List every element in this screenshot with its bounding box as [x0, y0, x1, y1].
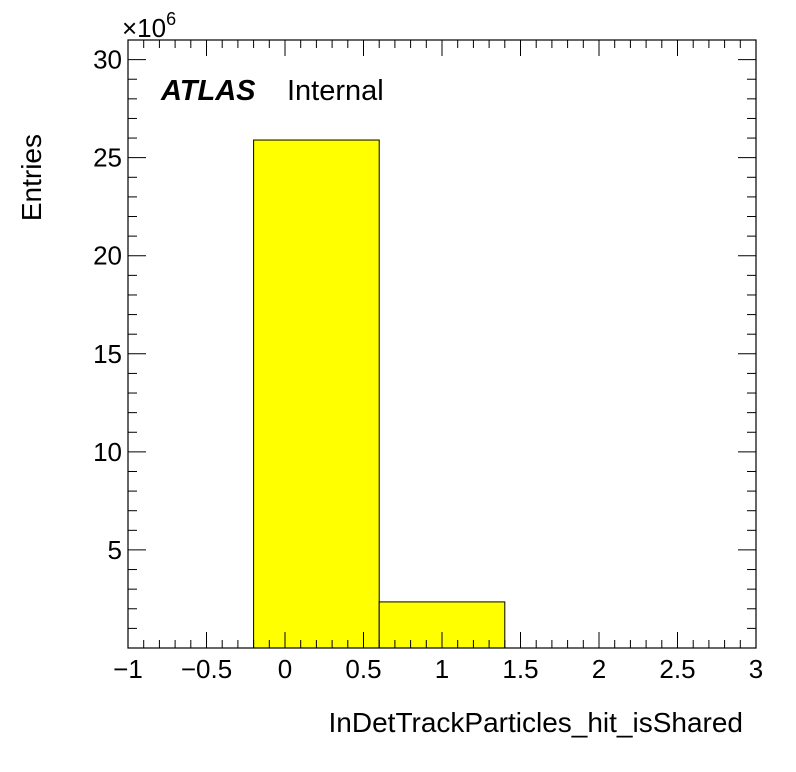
y-axis-title: Entries — [16, 134, 47, 221]
y-tick-label: 15 — [93, 339, 122, 369]
x-tick-label: 3 — [749, 654, 763, 684]
y-tick-label: 10 — [93, 437, 122, 467]
x-tick-label: −1 — [113, 654, 143, 684]
y-tick-label: 5 — [108, 535, 122, 565]
y-multiplier-base: ×10 — [122, 13, 166, 43]
y-tick-label: 25 — [93, 143, 122, 173]
y-multiplier: ×106 — [122, 9, 176, 43]
x-axis-title: InDetTrackParticles_hit_isShared — [329, 707, 743, 738]
histogram-bar-0 — [253, 139, 380, 649]
x-tick-label: 0.5 — [345, 654, 381, 684]
x-tick-label: 1.5 — [502, 654, 538, 684]
y-tick-label: 20 — [93, 241, 122, 271]
x-tick-label: 2 — [592, 654, 606, 684]
x-tick-labels: −1 −0.5 0 0.5 1 1.5 2 2.5 3 — [113, 654, 763, 684]
y-tick-label: 30 — [93, 45, 122, 75]
atlas-label: ATLAS — [160, 75, 256, 107]
x-tick-label: 2.5 — [659, 654, 695, 684]
x-tick-label: −0.5 — [181, 654, 232, 684]
ticks-group — [127, 39, 757, 648]
y-multiplier-exponent: 6 — [166, 9, 176, 29]
bars-group — [253, 139, 506, 649]
status-label: Internal — [287, 75, 384, 107]
x-tick-label: 1 — [435, 654, 449, 684]
plot-frame — [127, 39, 757, 649]
y-tick-labels: 5 10 15 20 25 30 — [93, 45, 122, 565]
x-tick-label: 0 — [278, 654, 292, 684]
